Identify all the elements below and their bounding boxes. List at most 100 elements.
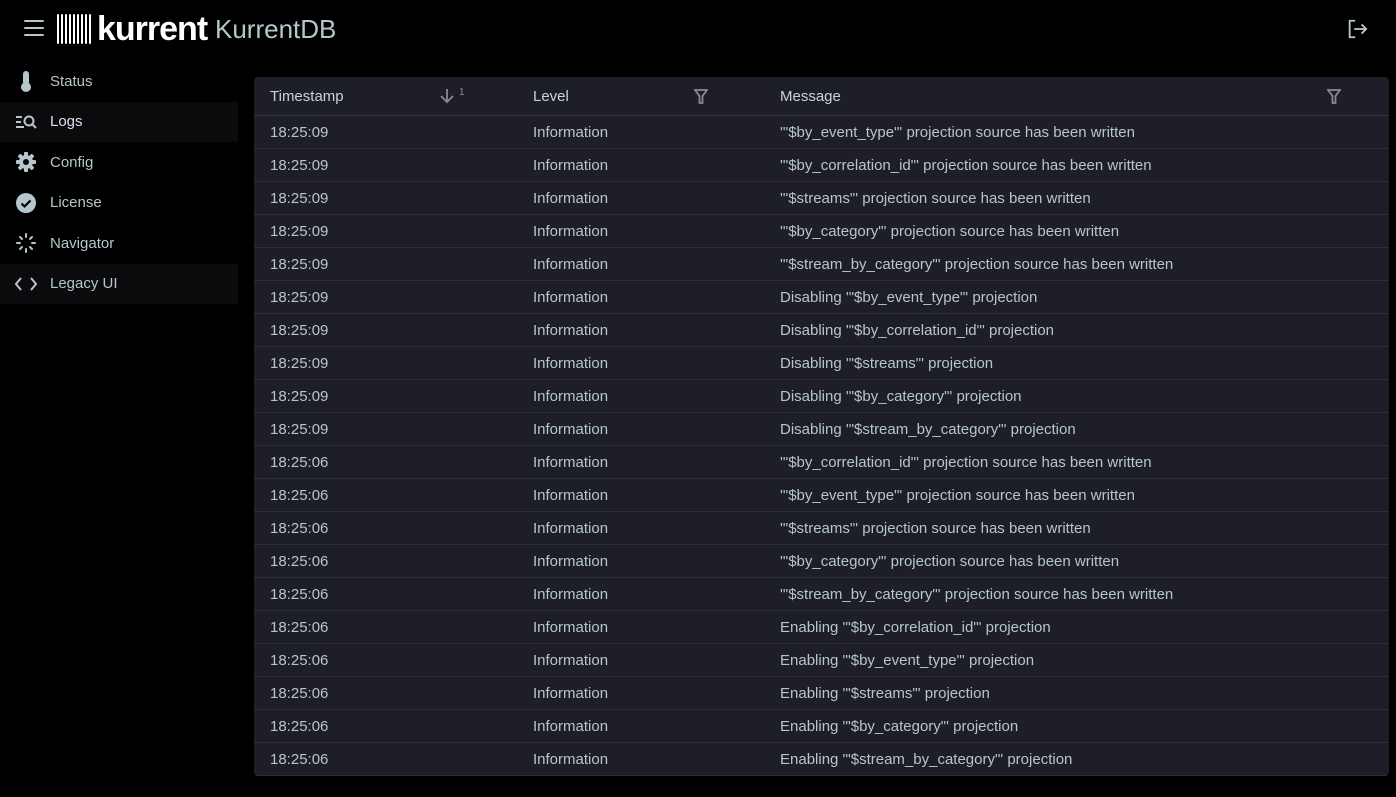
table-row[interactable]: 18:25:06 Information '"$by_category"' proj… xyxy=(254,545,1389,578)
table-row[interactable]: 18:25:09 Information Disabling '"$streams"… xyxy=(254,347,1389,380)
sidebar-item-label: Config xyxy=(50,153,94,171)
table-row[interactable]: 18:25:06 Information '"$streams"' projecti… xyxy=(254,512,1389,545)
table-row[interactable]: 18:25:06 Information Enabling '"$by_event_… xyxy=(254,644,1389,677)
table-header: Timestamp 1 Level Message xyxy=(254,77,1389,116)
timestamp-cell: 18:25:09 xyxy=(270,124,329,141)
message-cell: Enabling '"$streams"' projection xyxy=(780,685,990,702)
message-cell: '"$by_category"' projection source has b… xyxy=(780,553,1120,570)
timestamp-cell: 18:25:06 xyxy=(270,751,329,768)
table-row[interactable]: 18:25:09 Information '"$streams"' projecti… xyxy=(254,182,1389,215)
sidebar: Status Logs Config License Navigator Leg… xyxy=(0,61,238,304)
message-cell: '"$streams"' projection source has been … xyxy=(780,190,1091,207)
sort-descending-icon[interactable] xyxy=(440,88,454,108)
timestamp-cell: 18:25:09 xyxy=(270,355,329,372)
level-cell: Information xyxy=(533,487,609,504)
message-cell: Enabling '"$by_correlation_id"' projecti… xyxy=(780,619,1051,636)
table-body: 18:25:09 Information '"$by_event_type"' pr… xyxy=(254,116,1389,776)
message-cell: Disabling '"$by_category"' projection xyxy=(780,388,1022,405)
sidebar-item-label: Logs xyxy=(50,113,83,131)
message-cell: Enabling '"$by_category"' projection xyxy=(780,718,1019,735)
table-row[interactable]: 18:25:09 Information '"$by_category"' proj… xyxy=(254,215,1389,248)
timestamp-cell: 18:25:09 xyxy=(270,157,329,174)
table-row[interactable]: 18:25:09 Information Disabling '"$by_corre… xyxy=(254,314,1389,347)
timestamp-cell: 18:25:06 xyxy=(270,487,329,504)
level-cell: Information xyxy=(533,421,609,438)
thermometer-icon xyxy=(15,70,37,93)
logout-icon[interactable] xyxy=(1346,18,1368,40)
sidebar-item-logs[interactable]: Logs xyxy=(0,101,238,142)
message-cell: Disabling '"$stream_by_category"' projec… xyxy=(780,421,1076,438)
message-cell: '"$by_event_type"' projection source has… xyxy=(780,487,1135,504)
level-cell: Information xyxy=(533,388,609,405)
level-cell: Information xyxy=(533,553,609,570)
timestamp-cell: 18:25:09 xyxy=(270,256,329,273)
timestamp-cell: 18:25:06 xyxy=(270,454,329,471)
message-cell: '"$by_correlation_id"' projection source… xyxy=(780,454,1152,471)
table-row[interactable]: 18:25:09 Information '"$by_correlation_id"… xyxy=(254,149,1389,182)
sidebar-item-config[interactable]: Config xyxy=(0,142,238,183)
table-row[interactable]: 18:25:09 Information Disabling '"$stream_b… xyxy=(254,413,1389,446)
sidebar-item-legacy-ui[interactable]: Legacy UI xyxy=(0,263,238,304)
level-cell: Information xyxy=(533,652,609,669)
table-row[interactable]: 18:25:09 Information '"$by_event_type"' pr… xyxy=(254,116,1389,149)
table-row[interactable]: 18:25:06 Information '"$by_correlation_id"… xyxy=(254,446,1389,479)
brand-name: kurrent xyxy=(97,9,208,48)
table-row[interactable]: 18:25:09 Information '"$stream_by_category… xyxy=(254,248,1389,281)
column-header-level[interactable]: Level xyxy=(533,88,569,105)
hamburger-icon[interactable] xyxy=(24,20,44,36)
table-row[interactable]: 18:25:06 Information Enabling '"$stream_by… xyxy=(254,743,1389,776)
sidebar-item-status[interactable]: Status xyxy=(0,61,238,102)
sidebar-item-label: Status xyxy=(50,72,93,90)
level-cell: Information xyxy=(533,586,609,603)
timestamp-cell: 18:25:06 xyxy=(270,652,329,669)
table-row[interactable]: 18:25:06 Information '"$stream_by_category… xyxy=(254,578,1389,611)
sidebar-item-license[interactable]: License xyxy=(0,183,238,224)
kurrent-logo: kurrent xyxy=(57,9,208,48)
sidebar-item-navigator[interactable]: Navigator xyxy=(0,223,238,264)
message-cell: Enabling '"$by_event_type"' projection xyxy=(780,652,1035,669)
timestamp-cell: 18:25:06 xyxy=(270,685,329,702)
table-row[interactable]: 18:25:06 Information Enabling '"$by_catego… xyxy=(254,710,1389,743)
level-cell: Information xyxy=(533,751,609,768)
timestamp-cell: 18:25:06 xyxy=(270,586,329,603)
sparkle-dots-icon xyxy=(15,232,37,254)
filter-icon[interactable] xyxy=(1326,89,1342,108)
message-cell: Disabling '"$streams"' projection xyxy=(780,355,994,372)
level-cell: Information xyxy=(533,289,609,306)
level-cell: Information xyxy=(533,718,609,735)
timestamp-cell: 18:25:09 xyxy=(270,190,329,207)
message-cell: Disabling '"$by_event_type"' projection xyxy=(780,289,1038,306)
sidebar-item-label: Legacy UI xyxy=(50,275,118,293)
level-cell: Information xyxy=(533,454,609,471)
level-cell: Information xyxy=(533,520,609,537)
logo-mark-icon xyxy=(57,14,91,44)
message-cell: '"$by_category"' projection source has b… xyxy=(780,223,1120,240)
sidebar-item-label: License xyxy=(50,194,102,212)
timestamp-cell: 18:25:09 xyxy=(270,388,329,405)
filter-icon[interactable] xyxy=(693,89,709,108)
timestamp-cell: 18:25:09 xyxy=(270,421,329,438)
level-cell: Information xyxy=(533,256,609,273)
timestamp-cell: 18:25:09 xyxy=(270,289,329,306)
product-name: KurrentDB xyxy=(215,14,337,44)
table-row[interactable]: 18:25:06 Information Enabling '"$streams"'… xyxy=(254,677,1389,710)
level-cell: Information xyxy=(533,223,609,240)
message-cell: Disabling '"$by_correlation_id"' project… xyxy=(780,322,1055,339)
column-header-timestamp[interactable]: Timestamp xyxy=(270,88,344,105)
table-row[interactable]: 18:25:06 Information Enabling '"$by_correl… xyxy=(254,611,1389,644)
timestamp-cell: 18:25:09 xyxy=(270,223,329,240)
timestamp-cell: 18:25:06 xyxy=(270,553,329,570)
sort-order-badge: 1 xyxy=(459,87,465,98)
message-cell: '"$stream_by_category"' projection sourc… xyxy=(780,586,1174,603)
table-row[interactable]: 18:25:06 Information '"$by_event_type"' pr… xyxy=(254,479,1389,512)
column-header-message[interactable]: Message xyxy=(780,88,841,105)
timestamp-cell: 18:25:06 xyxy=(270,520,329,537)
logs-table: Timestamp 1 Level Message 18:25:09 Inform… xyxy=(254,77,1389,776)
sidebar-item-label: Navigator xyxy=(50,234,115,252)
table-row[interactable]: 18:25:09 Information Disabling '"$by_event… xyxy=(254,281,1389,314)
message-cell: Enabling '"$stream_by_category"' project… xyxy=(780,751,1073,768)
timestamp-cell: 18:25:06 xyxy=(270,718,329,735)
message-cell: '"$streams"' projection source has been … xyxy=(780,520,1091,537)
table-row[interactable]: 18:25:09 Information Disabling '"$by_categ… xyxy=(254,380,1389,413)
level-cell: Information xyxy=(533,685,609,702)
